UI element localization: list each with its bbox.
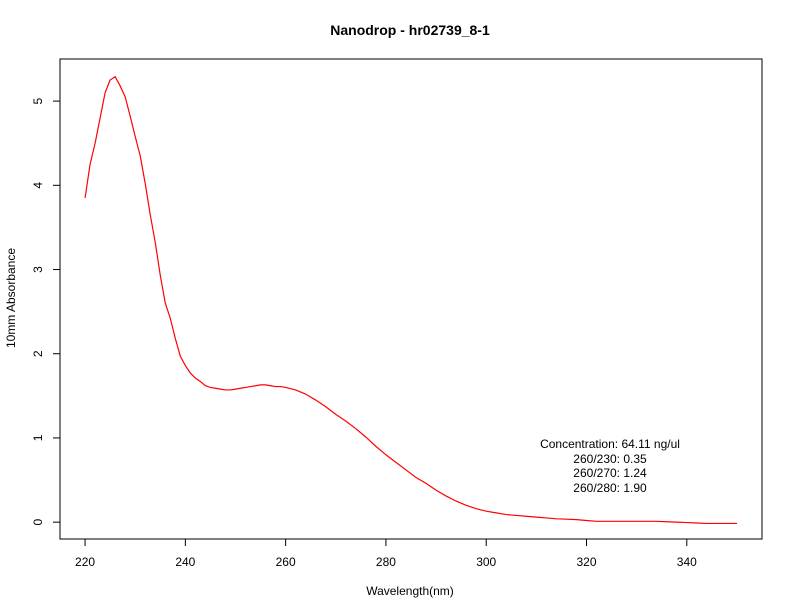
x-tick-label: 340 [677,555,697,569]
x-tick-label: 240 [175,555,195,569]
absorbance-series-line [84,75,737,525]
y-tick-label: 0 [31,519,45,526]
y-tick-label: 3 [31,266,45,273]
annotation-concentration: Concentration: 64.11 ng/ul [540,437,680,451]
annotation-block: Concentration: 64.11 ng/ul 260/230: 0.35… [540,437,680,495]
chart-title: Nanodrop - hr02739_8-1 [330,22,490,38]
annotation-ratio-260-270: 260/270: 1.24 [573,466,647,480]
x-tick-label: 300 [476,555,496,569]
annotation-ratio-260-230: 260/230: 0.35 [573,452,647,466]
y-tick-label: 4 [31,182,45,189]
x-tick-label: 220 [75,555,95,569]
x-tick-label: 280 [376,555,396,569]
x-axis-label: Wavelength(nm) [366,584,454,598]
y-axis: 0 1 2 3 4 5 [31,97,60,526]
y-axis-label: 10mm Absorbance [4,248,18,348]
y-tick-label: 1 [31,434,45,441]
y-tick-label: 2 [31,350,45,357]
x-tick-label: 260 [276,555,296,569]
x-axis: 220 240 260 280 300 320 340 [75,539,697,569]
annotation-ratio-260-280: 260/280: 1.90 [573,481,647,495]
x-tick-label: 320 [576,555,596,569]
y-tick-label: 5 [31,97,45,104]
plot-frame [59,58,763,540]
